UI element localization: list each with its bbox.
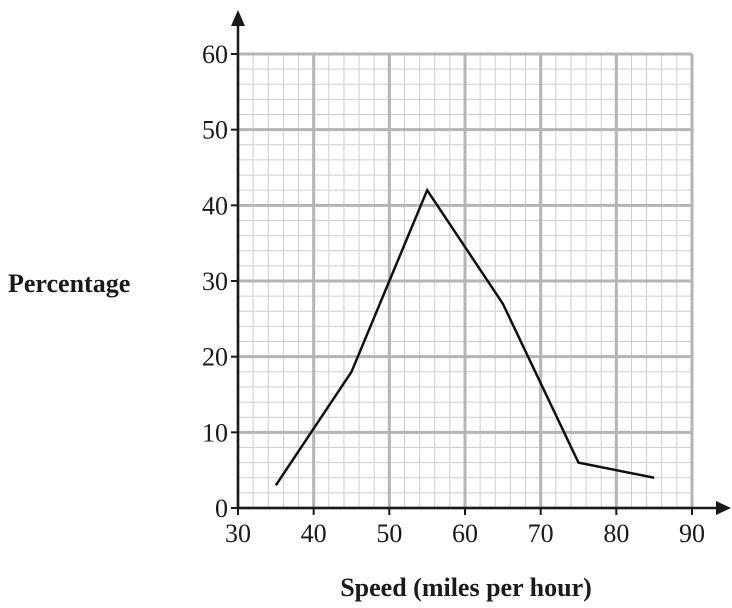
y-tick-label: 20 xyxy=(202,343,228,372)
tick-labels: 30 40 50 60 70 80 90 0 10 20 30 40 50 60 xyxy=(202,40,705,548)
x-tick-label: 90 xyxy=(679,519,705,548)
x-axis-arrow xyxy=(716,501,731,515)
x-tick-label: 50 xyxy=(376,519,402,548)
y-tick-label: 10 xyxy=(202,418,228,447)
x-tick-label: 70 xyxy=(528,519,554,548)
x-tick-label: 30 xyxy=(225,519,251,548)
y-tick-label: 30 xyxy=(202,267,228,296)
x-axis-label: Speed (miles per hour) xyxy=(340,573,592,602)
axes xyxy=(231,10,731,515)
y-axis-arrow xyxy=(231,10,245,26)
x-tick-label: 60 xyxy=(452,519,478,548)
series-line-0 xyxy=(274,187,655,486)
series-layer xyxy=(274,187,655,486)
x-tick-label: 40 xyxy=(301,519,327,548)
y-tick-label: 60 xyxy=(202,40,228,69)
y-axis-label: Percentage xyxy=(8,269,130,298)
y-tick-label: 0 xyxy=(215,494,228,523)
y-tick-label: 50 xyxy=(202,116,228,145)
y-tick-label: 40 xyxy=(202,191,228,220)
x-tick-label: 80 xyxy=(603,519,629,548)
